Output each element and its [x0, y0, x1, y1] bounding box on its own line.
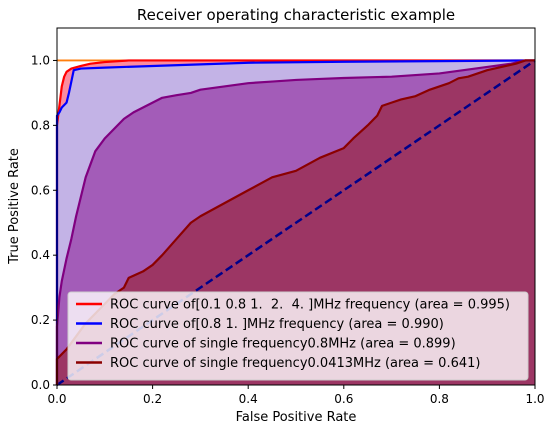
- x-tick-label: 0.2: [143, 392, 162, 406]
- roc-curve-line-1: [55, 59, 535, 385]
- legend-entry-label: ROC curve of single frequency0.0413MHz (…: [110, 356, 480, 371]
- y-tick-label: 0.4: [31, 248, 50, 262]
- axes-frame: [56, 27, 536, 386]
- y-tick-label: 0.6: [31, 183, 50, 197]
- roc-curve-line-3: [55, 59, 535, 385]
- y-axis-label: True Positive Rate: [7, 148, 22, 265]
- y-tick-label: 0.0: [31, 378, 50, 392]
- x-tick-label: 0.8: [430, 392, 449, 406]
- x-tick-label: 0.4: [239, 392, 258, 406]
- chart-title: Receiver operating characteristic exampl…: [137, 6, 455, 24]
- roc-curve-line-2: [55, 59, 536, 385]
- y-tick-label: 1.0: [31, 53, 50, 67]
- x-tick-label: 1.0: [525, 392, 544, 406]
- legend-entry-label: ROC curve of[0.8 1. ]MHz frequency (area…: [110, 317, 444, 332]
- x-tick-label: 0.0: [47, 392, 66, 406]
- legend-entry-label: ROC curve of[0.1 0.8 1. 2. 4. ]MHz frequ…: [110, 298, 510, 313]
- legend-entry-label: ROC curve of single frequency0.8MHz (are…: [110, 337, 456, 352]
- axes: 0.0 0.2 0.4 0.6 0.8 1.0 0.0 0.2 0.4 0.6 0.8 1.0: [31, 27, 545, 406]
- legend-box: [67, 291, 529, 381]
- y-tick-label: 0.8: [31, 118, 50, 132]
- x-tick-label: 0.6: [334, 392, 353, 406]
- legend: ROC curve of[0.1 0.8 1. 2. 4. ]MHz frequ…: [67, 291, 529, 381]
- x-axis-label: False Positive Rate: [236, 410, 357, 425]
- y-tick-label: 0.2: [31, 313, 50, 327]
